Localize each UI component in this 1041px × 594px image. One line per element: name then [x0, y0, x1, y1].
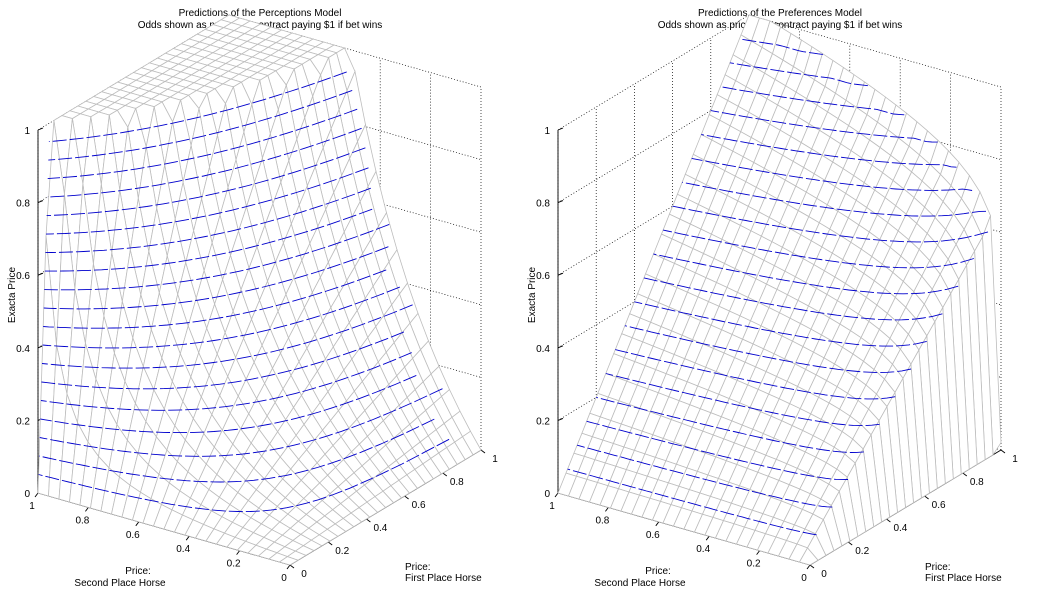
z-tick-label: 0 [24, 489, 30, 500]
chart-title: Predictions of the Preferences Model [698, 8, 862, 19]
chart-title: Predictions of the Perceptions Model [178, 8, 342, 19]
z-axis-label: Exacta Price [7, 266, 18, 323]
y-tick-label: 0.2 [335, 546, 349, 557]
contour-line [45, 167, 369, 235]
contour-line [720, 86, 905, 116]
z-tick-label: 0.8 [536, 199, 550, 210]
x-axis-label-line2: Second Place Horse [74, 578, 166, 589]
z-tick-label: 0 [544, 489, 550, 500]
x-tick-label: 0.2 [747, 559, 761, 570]
z-tick-label: 1 [24, 126, 30, 137]
x-tick-label: 0 [801, 573, 807, 584]
contour-line [40, 352, 412, 411]
y-axis-label-line2: First Place Horse [405, 573, 482, 584]
contour-line [46, 147, 366, 217]
y-tick-label: 1 [1012, 454, 1018, 465]
contour-line [605, 373, 880, 427]
preferences-model-plot: Predictions of the Preferences Model Odd… [520, 0, 1040, 594]
x-tick-label: 0.6 [126, 530, 140, 541]
contour-line [624, 325, 912, 373]
x-tick-label: 0.6 [646, 530, 660, 541]
surface-chart: 00.20.40.60.8100.20.40.60.8100.20.40.60.… [7, 14, 498, 589]
contour-line [586, 420, 849, 481]
z-tick-label: 0.2 [536, 416, 550, 427]
contour-line [643, 277, 943, 321]
z-tick-label: 1 [544, 126, 550, 137]
perceptions-model-plot: Predictions of the Perceptions Model Odd… [0, 0, 520, 594]
x-tick-label: 0.2 [227, 559, 241, 570]
z-tick-label: 0.8 [16, 199, 30, 210]
contour-line [44, 223, 390, 291]
contour-line [45, 187, 371, 254]
y-tick-label: 0.6 [412, 500, 426, 511]
contour-line [567, 468, 817, 536]
surface-chart: 00.20.40.60.8100.20.40.60.8100.20.40.60.… [527, 14, 1018, 589]
contour-line [634, 301, 927, 347]
z-axis-label: Exacta Price [527, 266, 538, 323]
surface-cell [278, 556, 299, 566]
contour-line [43, 269, 387, 329]
contour-line [663, 229, 975, 269]
contour-lines [567, 38, 989, 536]
contour-line [615, 349, 896, 400]
x-tick-label: 1 [29, 501, 35, 512]
x-tick-label: 0.8 [75, 515, 89, 526]
surface-cell [798, 547, 819, 566]
contour-line [38, 438, 450, 513]
contour-line [710, 110, 938, 143]
x-tick-label: 0.4 [696, 544, 710, 555]
z-tick-label: 0.6 [16, 271, 30, 282]
contour-line [44, 208, 373, 272]
x-axis-label-line1: Price: [645, 566, 671, 577]
x-tick-label: 0.8 [595, 515, 609, 526]
contour-line [48, 89, 353, 161]
contour-line [729, 62, 868, 87]
contour-line [39, 418, 435, 483]
contour-line [41, 331, 405, 390]
z-tick-label: 0.6 [536, 271, 550, 282]
contour-line [39, 388, 443, 457]
y-axis-label-line1: Price: [925, 562, 951, 573]
contour-line [41, 304, 413, 369]
y-axis-label-line2: First Place Horse [925, 573, 1002, 584]
contour-line [42, 286, 400, 349]
contour-line [47, 127, 362, 198]
y-tick-label: 0.8 [970, 477, 984, 488]
contour-line [653, 253, 959, 295]
contour-line [672, 205, 989, 243]
contour-line [691, 157, 973, 191]
x-axis-label-line1: Price: [125, 566, 151, 577]
y-tick-label: 0 [821, 569, 827, 580]
x-axis-label-line2: Second Place Horse [594, 578, 686, 589]
y-tick-label: 0.4 [373, 523, 387, 534]
z-tick-label: 0.4 [536, 344, 550, 355]
contour-line [40, 374, 417, 434]
contour-line [48, 71, 347, 143]
contour-line [47, 108, 358, 180]
contour-line [701, 134, 957, 168]
y-tick-label: 0.6 [932, 500, 946, 511]
z-tick-label: 0.2 [16, 416, 30, 427]
y-tick-label: 1 [492, 454, 498, 465]
x-tick-label: 0 [281, 573, 287, 584]
chart-subtitle: Odds shown as price of a contract paying… [657, 20, 903, 31]
chart-title-block: Predictions of the Preferences Model Odd… [520, 8, 1040, 32]
contour-line [682, 181, 987, 217]
y-tick-label: 0.2 [855, 546, 869, 557]
z-tick-label: 0.4 [16, 344, 30, 355]
contour-line [596, 396, 864, 453]
surface-mesh [557, 14, 1002, 566]
y-axis-label-line1: Price: [405, 562, 431, 573]
contour-line [576, 444, 833, 508]
surface-mesh [37, 14, 482, 566]
contour-line [43, 246, 389, 310]
y-tick-label: 0.4 [893, 523, 907, 534]
y-tick-label: 0.8 [450, 477, 464, 488]
y-tick-label: 0 [301, 569, 307, 580]
x-tick-label: 0.4 [176, 544, 190, 555]
x-tick-label: 1 [549, 501, 555, 512]
contour-line [739, 38, 823, 55]
contour-lines [38, 71, 450, 513]
